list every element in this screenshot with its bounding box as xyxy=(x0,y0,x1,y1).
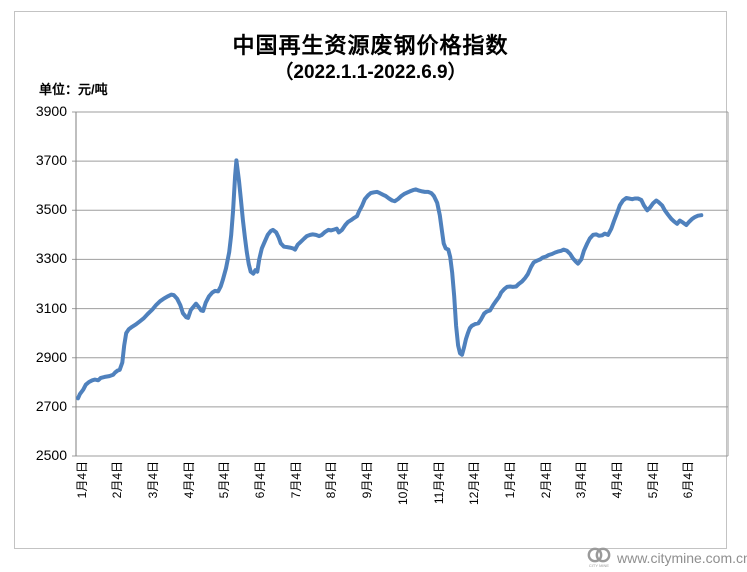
y-axis-tick-label: 3700 xyxy=(35,152,67,169)
chart-title: 中国再生资源废钢价格指数 xyxy=(232,33,509,58)
watermark: CITY MINE www.citymine.com.cn xyxy=(586,547,747,568)
y-axis-tick-label: 3300 xyxy=(35,250,67,267)
y-axis-tick-label: 3100 xyxy=(35,299,67,316)
x-axis-tick-label: 5月4日 xyxy=(645,461,660,499)
x-axis-tick-label: 10月4日 xyxy=(395,461,410,506)
x-axis-tick-label: 11月4日 xyxy=(431,461,446,505)
x-axis-tick-label: 3月4日 xyxy=(574,461,589,499)
y-axis-tick-label: 2700 xyxy=(35,397,67,414)
x-axis-tick-label: 4月4日 xyxy=(610,461,624,499)
svg-text:CITY MINE: CITY MINE xyxy=(589,563,609,568)
unit-label: 单位：元/吨 xyxy=(39,82,108,97)
price-line-chart xyxy=(72,111,729,457)
x-axis-tick-label: 3月4日 xyxy=(145,461,160,499)
x-axis-tick-label: 1月4日 xyxy=(74,461,89,499)
x-axis-tick-label: 12月4日 xyxy=(467,461,482,506)
chart-frame: 中国再生资源废钢价格指数 （2022.1.1-2022.6.9） 单位：元/吨 … xyxy=(14,11,729,549)
price-line xyxy=(76,158,704,401)
y-axis-tick-label: 2500 xyxy=(35,447,67,463)
chart-subtitle: （2022.1.1-2022.6.9） xyxy=(274,62,467,83)
x-axis-tick-label: 2月4日 xyxy=(538,461,553,499)
x-axis-tick-label: 2月4日 xyxy=(110,461,125,499)
x-axis-tick-label: 8月4日 xyxy=(324,461,339,499)
x-axis-tick-label: 5月4日 xyxy=(217,461,232,499)
x-axis-tick-label: 9月4日 xyxy=(360,461,375,499)
watermark-url: www.citymine.com.cn xyxy=(617,549,747,566)
x-axis-tick-label: 1月4日 xyxy=(502,461,517,499)
x-axis-tick-label: 6月4日 xyxy=(681,461,696,499)
y-axis-tick-label: 3500 xyxy=(35,201,67,218)
y-axis-tick-label: 2900 xyxy=(35,348,67,365)
x-axis-tick-label: 7月4日 xyxy=(288,461,303,499)
citymine-logo-icon: CITY MINE xyxy=(587,547,611,568)
plot-area xyxy=(72,111,729,457)
y-axis-tick-label: 3900 xyxy=(35,103,67,119)
x-axis-tick-label: 4月4日 xyxy=(181,461,196,499)
x-axis-tick-label: 6月4日 xyxy=(253,461,267,499)
